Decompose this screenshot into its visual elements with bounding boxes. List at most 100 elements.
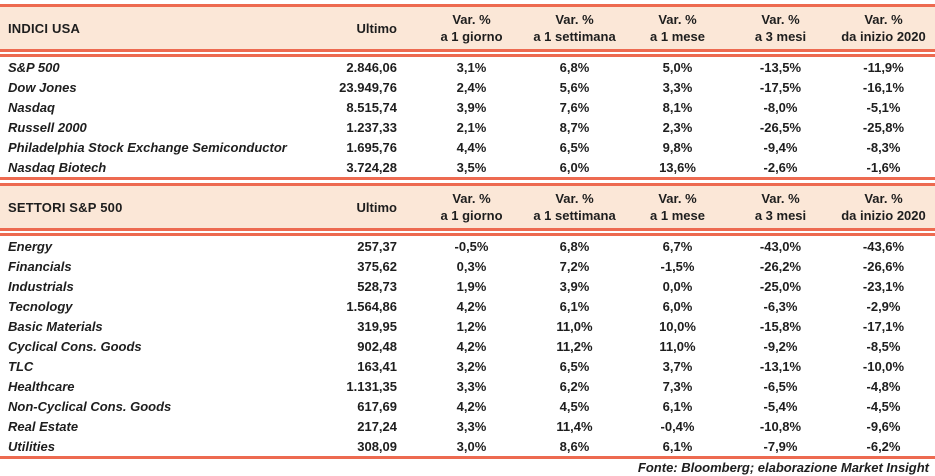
var-value: 6,0% <box>559 159 590 175</box>
var-header-line2: a 1 settimana <box>533 29 616 44</box>
ultimo-value: 257,37 <box>357 238 397 254</box>
var-value: 2,1% <box>456 119 487 135</box>
var-value: -4,5% <box>866 398 901 414</box>
var-value: 4,2% <box>456 338 487 354</box>
ultimo-value: 3.724,28 <box>346 159 397 175</box>
section-header: SETTORI S&P 500 Ultimo Var. % a 1 giorno Var… <box>0 183 935 231</box>
var-value: -7,9% <box>763 438 798 454</box>
var-header-line2: da inizio 2020 <box>841 29 926 44</box>
var-header-line1: Var. % <box>555 191 594 206</box>
var-column-header: Var. % a 1 mese <box>626 11 729 45</box>
var-value: -11,9% <box>863 59 904 75</box>
var-value: -25,8% <box>862 119 905 135</box>
source-note: Fonte: Bloomberg; elaborazione Market In… <box>637 460 929 475</box>
var-column-header: Var. % a 1 settimana <box>523 11 626 45</box>
var-value: 3,3% <box>456 378 487 394</box>
row-label: Tecnology <box>8 298 73 314</box>
ultimo-column-header: Ultimo <box>356 199 397 215</box>
ultimo-value: 319,95 <box>357 318 397 334</box>
ultimo-value: 163,41 <box>357 358 397 374</box>
var-header-line1: Var. % <box>761 191 800 206</box>
var-header-line1: Var. % <box>864 12 903 27</box>
row-label: Cyclical Cons. Goods <box>8 338 142 354</box>
var-value: -8,5% <box>866 338 901 354</box>
var-value: -13,1% <box>759 358 802 374</box>
var-value: -26,5% <box>759 119 802 135</box>
ultimo-value: 308,09 <box>357 438 397 454</box>
var-value: -6,5% <box>763 378 798 394</box>
var-value: 4,2% <box>456 398 487 414</box>
ultimo-value: 1.237,33 <box>346 119 397 135</box>
var-header-line2: a 1 giorno <box>440 208 503 223</box>
var-value: 11,0% <box>659 338 696 354</box>
var-value: -9,2% <box>763 338 798 354</box>
row-label: Utilities <box>8 438 55 454</box>
table-row: Real Estate 217,24 3,3% 11,4% -0,4% -10,8% -9,… <box>0 416 935 436</box>
var-column-header: Var. % a 3 mesi <box>729 11 832 45</box>
var-value: 0,3% <box>456 258 487 274</box>
var-header-line1: Var. % <box>761 12 800 27</box>
var-value: -23,1% <box>862 278 905 294</box>
row-label: Energy <box>8 238 53 254</box>
var-value: 5,6% <box>559 79 590 95</box>
var-header-line2: da inizio 2020 <box>841 208 926 223</box>
table-row: Basic Materials 319,95 1,2% 11,0% 10,0% -15,8… <box>0 316 935 336</box>
var-value: -5,1% <box>866 99 901 115</box>
section-title: SETTORI S&P 500 <box>8 199 123 215</box>
ultimo-value: 8.515,74 <box>346 99 397 115</box>
var-value: -5,4% <box>763 398 798 414</box>
var-value: -9,4% <box>763 139 798 155</box>
section-title: INDICI USA <box>8 20 81 36</box>
var-value: 2,4% <box>456 79 487 95</box>
row-label: Philadelphia Stock Exchange Semiconducto… <box>8 139 287 155</box>
var-column-header: Var. % da inizio 2020 <box>832 11 935 45</box>
table-row: Cyclical Cons. Goods 902,48 4,2% 11,2% 11,0%… <box>0 336 935 356</box>
table-row: Dow Jones 23.949,76 2,4% 5,6% 3,3% -17,5% -16,… <box>0 77 935 97</box>
var-value: -8,3% <box>866 139 901 155</box>
ultimo-value: 1.131,35 <box>346 378 397 394</box>
var-value: 3,1% <box>456 59 487 75</box>
table-row: Philadelphia Stock Exchange Semiconducto… <box>0 137 935 157</box>
var-header-line1: Var. % <box>658 12 697 27</box>
row-label: Dow Jones <box>8 79 77 95</box>
var-header-line1: Var. % <box>452 12 491 27</box>
var-value: 3,2% <box>456 358 487 374</box>
var-value: 11,2% <box>556 338 593 354</box>
var-value: -1,6% <box>866 159 901 175</box>
var-value: 3,0% <box>456 438 487 454</box>
var-header-line2: a 1 mese <box>650 208 705 223</box>
var-header-line1: Var. % <box>452 191 491 206</box>
var-value: 8,6% <box>559 438 590 454</box>
var-value: 6,7% <box>662 238 693 254</box>
var-header-line2: a 1 settimana <box>533 208 616 223</box>
var-value: 3,7% <box>662 358 693 374</box>
var-value: -8,0% <box>763 99 798 115</box>
var-value: 6,2% <box>559 378 590 394</box>
row-label: S&P 500 <box>8 59 60 75</box>
var-value: 6,5% <box>559 358 590 374</box>
var-value: -1,5% <box>660 258 695 274</box>
ultimo-value: 902,48 <box>357 338 397 354</box>
var-value: -25,0% <box>759 278 802 294</box>
table-row: Energy 257,37 -0,5% 6,8% 6,7% -43,0% -43,6% <box>0 236 935 256</box>
var-column-header: Var. % a 1 giorno <box>420 11 523 45</box>
row-label: Non-Cyclical Cons. Goods <box>8 398 172 414</box>
var-value: 3,5% <box>456 159 487 175</box>
ultimo-value: 528,73 <box>357 278 397 294</box>
var-value: 11,4% <box>556 418 593 434</box>
var-header-line2: a 3 mesi <box>754 29 807 44</box>
row-label: Financials <box>8 258 72 274</box>
table-row: Nasdaq Biotech 3.724,28 3,5% 6,0% 13,6% -2,6%… <box>0 157 935 177</box>
row-label: Healthcare <box>8 378 75 394</box>
ultimo-value: 217,24 <box>357 418 397 434</box>
var-value: 4,4% <box>456 139 487 155</box>
row-label: Industrials <box>8 278 74 294</box>
table-row: Financials 375,62 0,3% 7,2% -1,5% -26,2% -26,6… <box>0 256 935 276</box>
var-value: 7,2% <box>559 258 590 274</box>
row-label: Nasdaq <box>8 99 55 115</box>
var-column-header: Var. % a 1 mese <box>626 190 729 224</box>
var-value: -43,6% <box>862 238 905 254</box>
row-label: Real Estate <box>8 418 79 434</box>
ultimo-value: 617,69 <box>357 398 397 414</box>
